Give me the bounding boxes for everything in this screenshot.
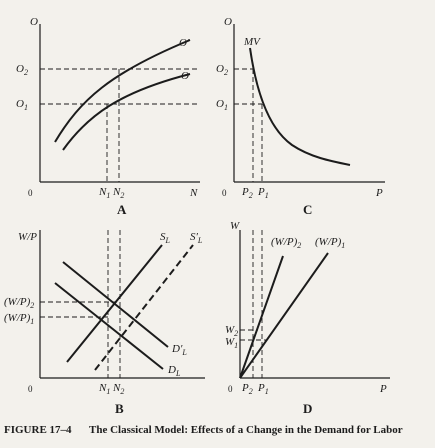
figure-caption: FIGURE 17–4 The Classical Model: Effects…: [4, 424, 434, 436]
panel-b-y-axis-label: W/P: [18, 231, 37, 243]
panel-a-y-axis-label: O: [30, 16, 38, 28]
panel-b-supply-curve-new: [94, 244, 194, 371]
panel-d-p1-tick: P1: [257, 382, 269, 396]
panel-a-n2-tick: N2: [112, 186, 124, 200]
panel-c-mv-curve: [249, 47, 351, 166]
panel-d-line-wage1: [239, 252, 329, 379]
panel-d-y-axis-label: W: [230, 220, 240, 232]
figure-number: FIGURE 17–4: [4, 424, 72, 436]
panel-a-curve-new-label: O′: [179, 37, 190, 49]
panel-a-o1-tick: O1: [16, 98, 28, 112]
panel-d-line-wage2: [239, 255, 284, 379]
panel-a: O N 0 O′ O O2 O1 N1 N2 A: [16, 16, 200, 217]
panel-b-demand-new-label: D′L: [171, 343, 187, 357]
panel-d-letter: D: [303, 401, 312, 416]
panel-b-demand-curve-new: [62, 261, 169, 348]
panel-b-n2-tick: N2: [112, 382, 124, 396]
figure-diagram: O N 0 O′ O O2 O1 N1 N2 A O P 0 MV O2 O1 …: [4, 16, 390, 416]
panel-d-w2-tick: W2: [225, 324, 238, 338]
panel-c-letter: C: [303, 202, 312, 217]
panel-a-output-curve-new: [54, 39, 191, 143]
panel-a-o2-tick: O2: [16, 63, 28, 77]
panel-d-origin: 0: [228, 384, 233, 394]
panel-a-x-axis-label: N: [189, 187, 198, 199]
panel-b-demand-label: DL: [167, 364, 181, 378]
panel-c-curve-label: MV: [243, 36, 261, 48]
panel-a-n1-tick: N1: [98, 186, 110, 200]
panel-a-origin: 0: [28, 188, 33, 198]
panel-d: W P 0 (W/P)2 (W/P)1 W2 W1 P2 P1 D: [225, 220, 390, 416]
panel-a-output-curve-old: [62, 73, 191, 151]
panel-b-supply-label: SL: [160, 231, 171, 245]
panel-a-letter: A: [117, 202, 127, 217]
panel-b-origin: 0: [28, 384, 33, 394]
panel-c-y-axis-label: O: [224, 16, 232, 28]
panel-c-p1-tick: P1: [257, 186, 269, 200]
panel-b: W/P 0 SL S′L D′L DL (W/P)2 (W/P)1 N1 N2 …: [4, 230, 205, 416]
panel-c: O P 0 MV O2 O1 P2 P1 C: [216, 16, 385, 217]
panel-b-wage2-tick: (W/P)2: [4, 296, 34, 310]
panel-b-supply-new-label: S′L: [190, 231, 203, 245]
panel-c-o1-tick: O1: [216, 98, 228, 112]
panel-d-w1-tick: W1: [225, 336, 238, 350]
panel-b-wage1-tick: (W/P)1: [4, 312, 34, 326]
panel-b-letter: B: [115, 401, 124, 416]
panel-d-line1-label: (W/P)1: [315, 236, 345, 250]
panel-c-p2-tick: P2: [241, 186, 253, 200]
panel-c-origin: 0: [222, 188, 227, 198]
panel-d-line2-label: (W/P)2: [271, 236, 301, 250]
panel-c-o2-tick: O2: [216, 63, 228, 77]
panel-d-x-axis-label: P: [379, 383, 387, 395]
panel-a-curve-old-label: O: [181, 70, 189, 82]
panel-b-demand-curve: [54, 282, 164, 370]
panel-b-n1-tick: N1: [98, 382, 110, 396]
panel-d-p2-tick: P2: [241, 382, 253, 396]
panel-c-x-axis-label: P: [375, 187, 383, 199]
figure-title: The Classical Model: Effects of a Change…: [89, 424, 403, 436]
